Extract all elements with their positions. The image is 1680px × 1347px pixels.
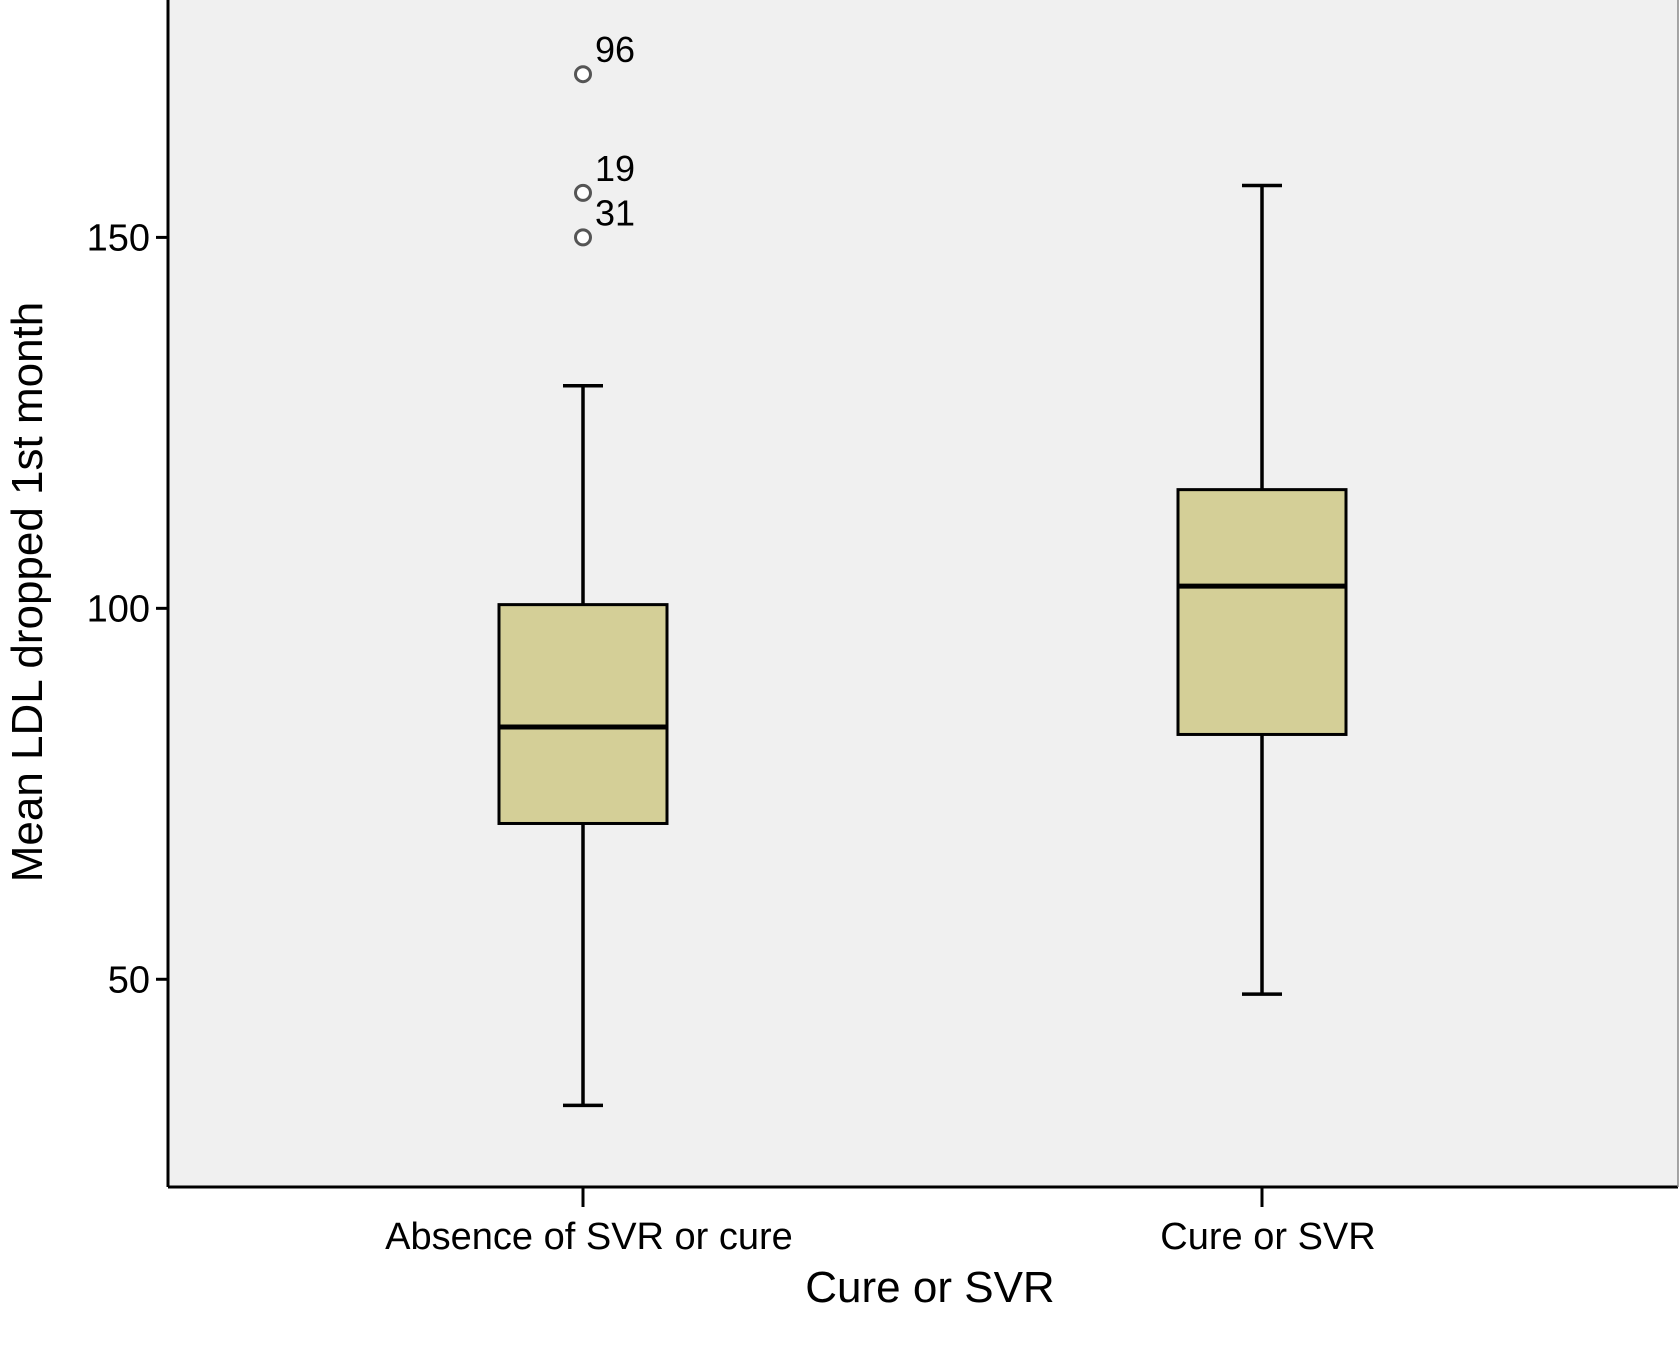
outlier-label: 19 [595,148,635,189]
y-tick-label: 50 [108,959,150,1001]
box-group [1176,183,1348,996]
iqr-box [497,603,669,825]
outlier-label: 31 [595,192,635,233]
outlier-point [574,228,592,247]
x-tick-label: Absence of SVR or cure [385,1216,793,1258]
plot-frame [166,0,1679,1189]
x-axis: Absence of SVR or cure Cure or SVR [385,1187,1376,1258]
x-axis-title: Cure or SVR [805,1263,1054,1312]
y-tick-label: 150 [87,217,150,259]
outlier-label: 96 [595,29,635,70]
iqr-box [1176,488,1348,736]
y-axis: 50 100 150 [87,217,168,1001]
outlier-point [574,183,592,202]
y-tick-label: 100 [87,588,150,630]
x-tick-label: Cure or SVR [1160,1216,1375,1258]
y-axis-title: Mean LDL dropped 1st month [3,302,52,883]
plot-area [168,0,1678,1187]
outlier-point [574,65,592,84]
